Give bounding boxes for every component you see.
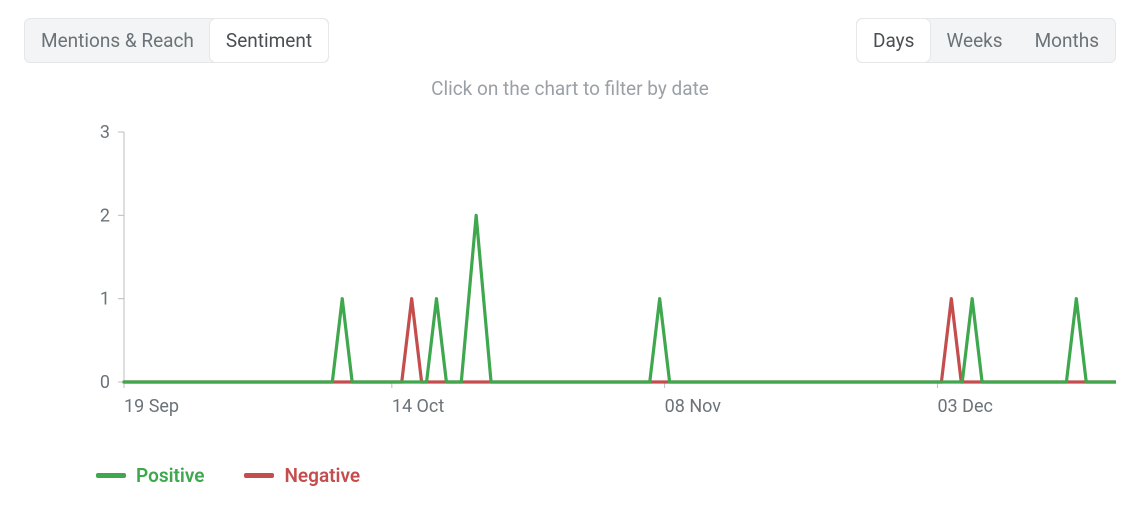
tab-view-mentions-reach[interactable]: Mentions & Reach [25, 19, 210, 62]
tab-granularity-weeks[interactable]: Weeks [930, 19, 1018, 62]
svg-text:14 Oct: 14 Oct [392, 396, 445, 417]
svg-text:2: 2 [100, 205, 110, 226]
granularity-tabs: DaysWeeksMonths [856, 18, 1116, 63]
legend-label: Negative [284, 464, 360, 487]
svg-text:1: 1 [100, 289, 110, 310]
view-tabs: Mentions & ReachSentiment [24, 18, 329, 63]
svg-text:08 Nov: 08 Nov [665, 396, 722, 417]
svg-text:03 Dec: 03 Dec [937, 396, 992, 417]
legend: Positive Negative [24, 464, 1116, 487]
legend-swatch [96, 473, 126, 478]
tab-granularity-days[interactable]: Days [857, 19, 930, 62]
svg-text:0: 0 [100, 372, 110, 393]
tab-granularity-months[interactable]: Months [1019, 19, 1115, 62]
legend-item-positive[interactable]: Positive [96, 464, 204, 487]
topbar: Mentions & ReachSentiment DaysWeeksMonth… [24, 18, 1116, 63]
tab-view-sentiment[interactable]: Sentiment [210, 19, 328, 62]
legend-swatch [244, 473, 274, 478]
svg-text:19 Sep: 19 Sep [124, 396, 179, 417]
chart-hint: Click on the chart to filter by date [24, 77, 1116, 100]
legend-label: Positive [136, 464, 204, 487]
legend-item-negative[interactable]: Negative [244, 464, 360, 487]
dashboard-panel: Mentions & ReachSentiment DaysWeeksMonth… [0, 0, 1140, 531]
sentiment-chart[interactable]: 0 1 2 3 19 Sep 14 Oct 08 Nov 03 Dec [24, 112, 1116, 452]
svg-text:3: 3 [100, 122, 110, 143]
